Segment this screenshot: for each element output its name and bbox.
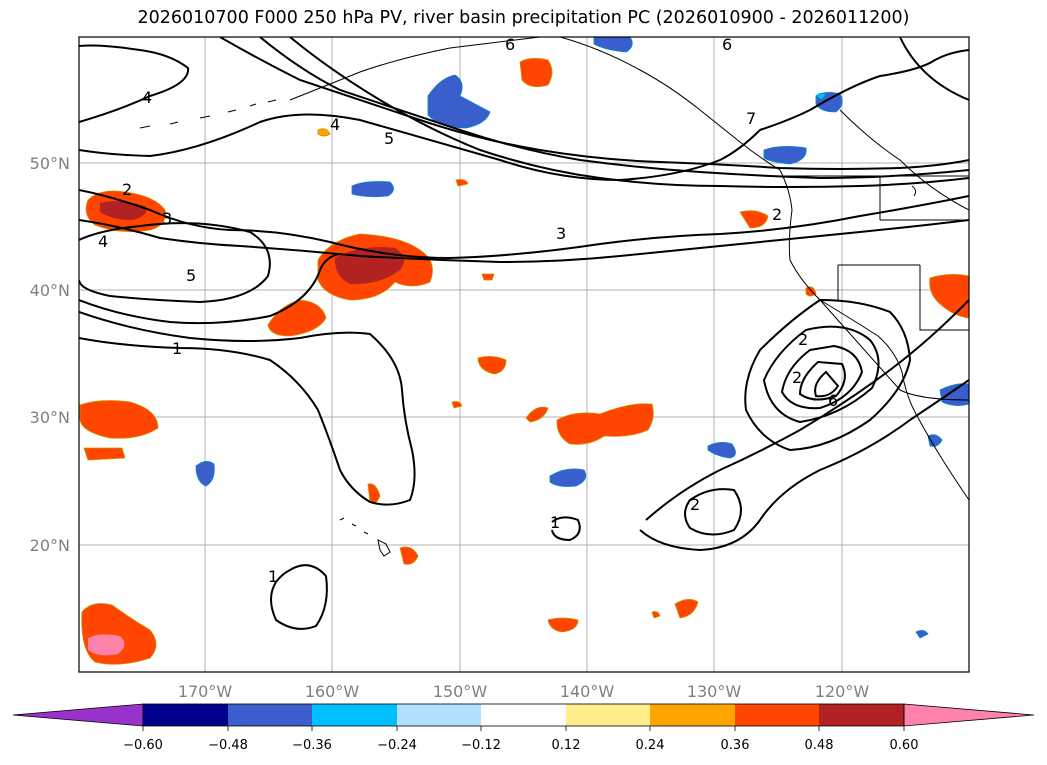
pv-label: 6: [505, 35, 515, 54]
colorbar-tick-label: 0.24: [636, 738, 665, 753]
lon-label: 140°W: [560, 682, 615, 701]
latitude-labels: 50°N 40°N 30°N 20°N: [30, 154, 70, 555]
colorbar-tick-label: −0.12: [461, 738, 501, 753]
colorbar-tick-label: 0.36: [721, 738, 750, 753]
colorbar-tick-label: −0.36: [292, 738, 332, 753]
chart-title: 2026010700 F000 250 hPa PV, river basin …: [137, 8, 910, 28]
pv-label: 6: [828, 391, 838, 410]
pv-label: 6: [722, 35, 732, 54]
colorbar-segment: [397, 704, 481, 726]
pv-label: 2: [792, 368, 802, 387]
colorbar-segment: [143, 704, 228, 726]
pv-contours: [79, 37, 969, 630]
pv-label: 3: [556, 224, 566, 243]
colorbar-segment: [566, 704, 650, 726]
lon-label: 130°W: [687, 682, 742, 701]
pv-label: 7: [746, 109, 756, 128]
colorbar-segment: [735, 704, 819, 726]
lat-label: 30°N: [30, 408, 70, 427]
colorbar-segment: [312, 704, 397, 726]
map-frame: [78, 36, 970, 673]
lon-label: 170°W: [178, 682, 233, 701]
pv-label: 3: [162, 209, 172, 228]
pv-label: 2: [122, 180, 132, 199]
lat-label: 50°N: [30, 154, 70, 173]
positive-precip-areas: [79, 58, 969, 665]
pv-label: 4: [142, 88, 152, 107]
pv-label: 4: [330, 115, 340, 134]
colorbar-segment: [819, 704, 904, 726]
colorbar-tick-label: −0.60: [123, 738, 163, 753]
pv-label: 2: [690, 495, 700, 514]
lat-label: 20°N: [30, 536, 70, 555]
colorbar-segment: [481, 704, 566, 726]
colorbar-extend-max: [903, 703, 1035, 727]
colorbar-tick-label: −0.24: [377, 738, 417, 753]
colorbar-segment: [650, 704, 735, 726]
lat-label: 40°N: [30, 281, 70, 300]
colorbar-segment: [228, 704, 312, 726]
colorbar-tick-label: −0.48: [208, 738, 248, 753]
lon-label: 120°W: [815, 682, 870, 701]
pv-label: 1: [268, 567, 278, 586]
pv-label: 1: [172, 339, 182, 358]
colorbar: −0.60 −0.48 −0.36 −0.24 −0.12 0.12 0.24 …: [12, 703, 1035, 753]
pv-label: 4: [98, 232, 108, 251]
pv-label: 5: [384, 129, 394, 148]
colorbar-tick-label: 0.60: [890, 738, 919, 753]
map-panel: [79, 37, 969, 672]
longitude-labels: 170°W 160°W 150°W 140°W 130°W 120°W: [178, 682, 870, 701]
pv-label: 2: [772, 205, 782, 224]
colorbar-tick-label: 0.48: [805, 738, 834, 753]
colorbar-tick-label: 0.12: [552, 738, 581, 753]
pv-label: 1: [550, 513, 560, 532]
pv-contour-labels: 6 6 4 4 5 7 2 3 4 3 2 5 1 2 2 6 2 1 1: [98, 35, 838, 586]
pv-label: 2: [798, 330, 808, 349]
colorbar-extend-min: [12, 703, 144, 727]
lon-label: 150°W: [433, 682, 488, 701]
lon-label: 160°W: [305, 682, 360, 701]
pv-label: 5: [186, 266, 196, 285]
